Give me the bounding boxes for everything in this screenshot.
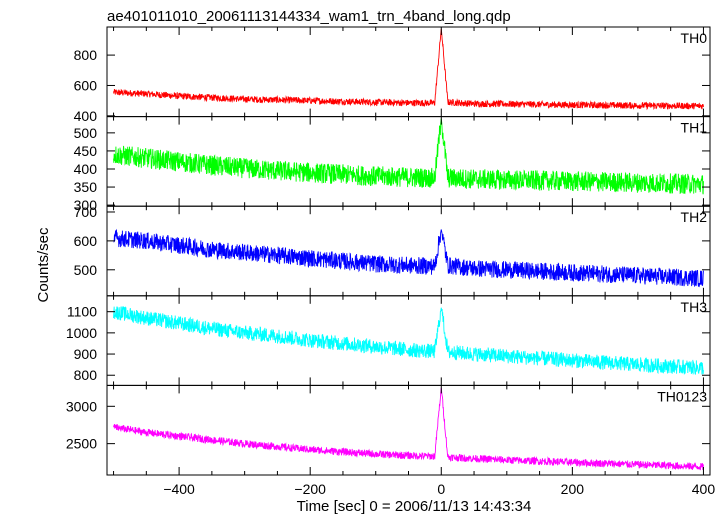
y-tick-label: 400 <box>74 161 98 177</box>
panel-label-th3: TH3 <box>681 299 708 315</box>
panel-label-th0123: TH0123 <box>657 388 707 404</box>
y-tick-label: 300 <box>74 197 98 213</box>
y-tick-label: 800 <box>74 47 98 63</box>
series-line-th3 <box>113 306 704 375</box>
y-tick-label: 1000 <box>66 325 97 341</box>
y-tick-label: 800 <box>74 367 98 383</box>
panel-th0: 400 600 800 TH0 <box>74 26 711 124</box>
y-tick-label: 900 <box>74 346 98 362</box>
y-tick-label: 600 <box>74 77 98 93</box>
y-tick-label: 700 <box>74 204 98 220</box>
y-tick-label: 500 <box>74 262 98 278</box>
x-tick-label: 0 <box>437 481 445 497</box>
y-tick-label: 350 <box>74 179 98 195</box>
x-tick-label: −200 <box>294 481 326 497</box>
panel-label-th0: TH0 <box>681 30 708 46</box>
x-axis-label: Time [sec] 0 = 2006/11/13 14:43:34 <box>297 498 532 515</box>
y-tick-label: 400 <box>74 108 98 124</box>
panel-th0123: 2500 3000 TH0123 <box>66 384 711 476</box>
series-line-th0 <box>113 28 704 111</box>
y-axis-label: Counts/sec <box>35 227 52 303</box>
chart-title: ae401011010_20061113144334_wam1_trn_4ban… <box>107 8 511 25</box>
y-tick-label: 600 <box>74 233 98 249</box>
series-line-th1 <box>113 118 704 195</box>
y-tick-label: 2500 <box>66 436 97 452</box>
panel-label-th1: TH1 <box>681 120 708 136</box>
x-tick-label: 200 <box>561 481 585 497</box>
series-line-th2 <box>113 228 704 288</box>
panel-th2: 500 600 700 TH2 <box>74 204 711 297</box>
panel-th3: 800 900 1000 1100 TH3 <box>66 295 711 386</box>
y-tick-label: 3000 <box>66 398 97 414</box>
panel-frame-th3 <box>106 295 711 386</box>
panel-label-th2: TH2 <box>681 209 708 225</box>
x-tick-label: −400 <box>163 481 195 497</box>
y-tick-label: 500 <box>74 125 98 141</box>
x-tick-label: 400 <box>692 481 716 497</box>
panel-th1: 300 350 400 450 500 TH1 <box>74 116 711 213</box>
y-tick-label: 450 <box>74 143 98 159</box>
chart-panels: 400 600 800 TH0 300 350 400 450 500 TH1 500 600 700 T… <box>66 26 716 497</box>
series-line-th0123 <box>113 387 704 471</box>
y-tick-label: 1100 <box>67 304 97 320</box>
